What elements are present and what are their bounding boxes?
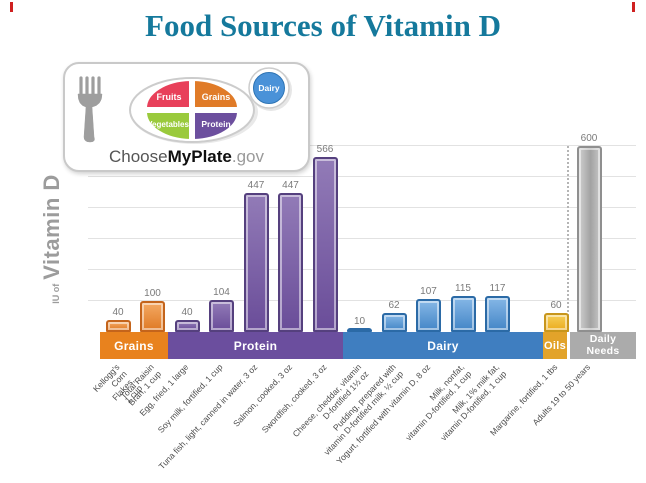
gridline <box>88 176 636 177</box>
x-tick-label: Adults 19 to 50 years <box>530 362 593 428</box>
myplate-graphic: Fruits Grains Vegetables Protein Dairy <box>77 67 292 144</box>
bar-value-label: 447 <box>282 180 299 192</box>
bar <box>381 312 407 332</box>
bar-value-label: 62 <box>388 299 400 311</box>
plate-label-protein: Protein <box>201 119 230 129</box>
choosemyplate-logo: Fruits Grains Vegetables Protein Dairy C… <box>63 62 310 172</box>
gridline <box>88 238 636 239</box>
plate-section-protein <box>193 111 240 141</box>
bar-value-label: 566 <box>316 143 334 155</box>
page-title: Food Sources of Vitamin D <box>145 8 501 43</box>
bar <box>140 301 165 332</box>
plate-label-fruits: Fruits <box>156 92 181 102</box>
bar-value-label: 60 <box>550 300 562 312</box>
y-axis-title: Vitamin D <box>39 174 64 280</box>
plate-label-grains: Grains <box>202 92 231 102</box>
bar-value-label: 447 <box>247 180 265 192</box>
plate-label-vegetables: Vegetables <box>147 120 189 129</box>
category-bands: Grains Protein Dairy Oils Daily Needs <box>100 332 636 359</box>
bar <box>347 328 372 332</box>
bar <box>576 146 602 332</box>
bar-value-label: 100 <box>144 288 161 299</box>
plate-label-dairy: Dairy <box>258 83 280 93</box>
bar-value-label: 104 <box>213 286 230 298</box>
plate-section-vegetables <box>144 111 191 141</box>
x-axis-labels: Kellogg's Corn Flakes, 1 cup Total Raisin… <box>91 360 636 483</box>
y-axis-label: IU of Vitamin D <box>14 146 90 332</box>
bar <box>243 193 269 332</box>
bar-value-label: 10 <box>353 315 366 327</box>
bar <box>312 156 338 332</box>
category-band-oils: Oils <box>543 332 567 359</box>
x-tick-label: Salmon, cooked, 3 oz <box>230 362 294 429</box>
category-band-grains: Grains <box>100 332 168 359</box>
bar <box>209 299 234 332</box>
gridline <box>88 207 636 208</box>
bar <box>450 296 476 332</box>
bar <box>416 298 441 332</box>
bar <box>174 319 200 332</box>
brand-gov: .gov <box>231 147 264 166</box>
fork-icon <box>77 76 103 143</box>
category-band-daily-needs: Daily Needs <box>570 332 636 359</box>
red-border-artifact-left <box>10 2 13 12</box>
category-band-protein: Protein <box>168 332 343 359</box>
bar-value-label: 115 <box>455 283 471 295</box>
bar-chart-plot-area: 40 100 40 104 447 447 566 10 62 107 115 117 60 600 <box>88 133 636 332</box>
bar <box>543 313 569 332</box>
red-border-artifact-right <box>632 2 635 12</box>
gridline <box>88 145 636 146</box>
category-band-dairy: Dairy <box>343 332 543 359</box>
plate-graphic: Fruits Grains Vegetables Protein Dairy <box>129 67 292 144</box>
bar-value-label: 40 <box>181 306 193 318</box>
choosemyplate-wordmark: ChooseMyPlate.gov <box>65 147 308 167</box>
gridline <box>88 269 636 270</box>
x-tick-label: Soy milk, fortified, 1 cup <box>155 362 225 435</box>
plate-section-fruits <box>144 79 191 109</box>
bar <box>485 295 510 332</box>
bar <box>105 319 131 332</box>
brand-choose: Choose <box>109 147 168 166</box>
brand-myplate: MyPlate <box>167 147 232 166</box>
bar-value-label: 40 <box>112 306 124 318</box>
bar-value-label: 117 <box>489 282 506 294</box>
plate-section-dairy <box>253 72 285 104</box>
plate-section-grains <box>193 79 240 109</box>
bar-value-label: 600 <box>580 133 598 144</box>
gridline <box>88 300 636 301</box>
daily-needs-separator-line <box>567 146 569 332</box>
bar-value-label: 107 <box>420 285 437 297</box>
y-axis-units: IU of <box>51 283 61 304</box>
bar <box>278 193 303 332</box>
